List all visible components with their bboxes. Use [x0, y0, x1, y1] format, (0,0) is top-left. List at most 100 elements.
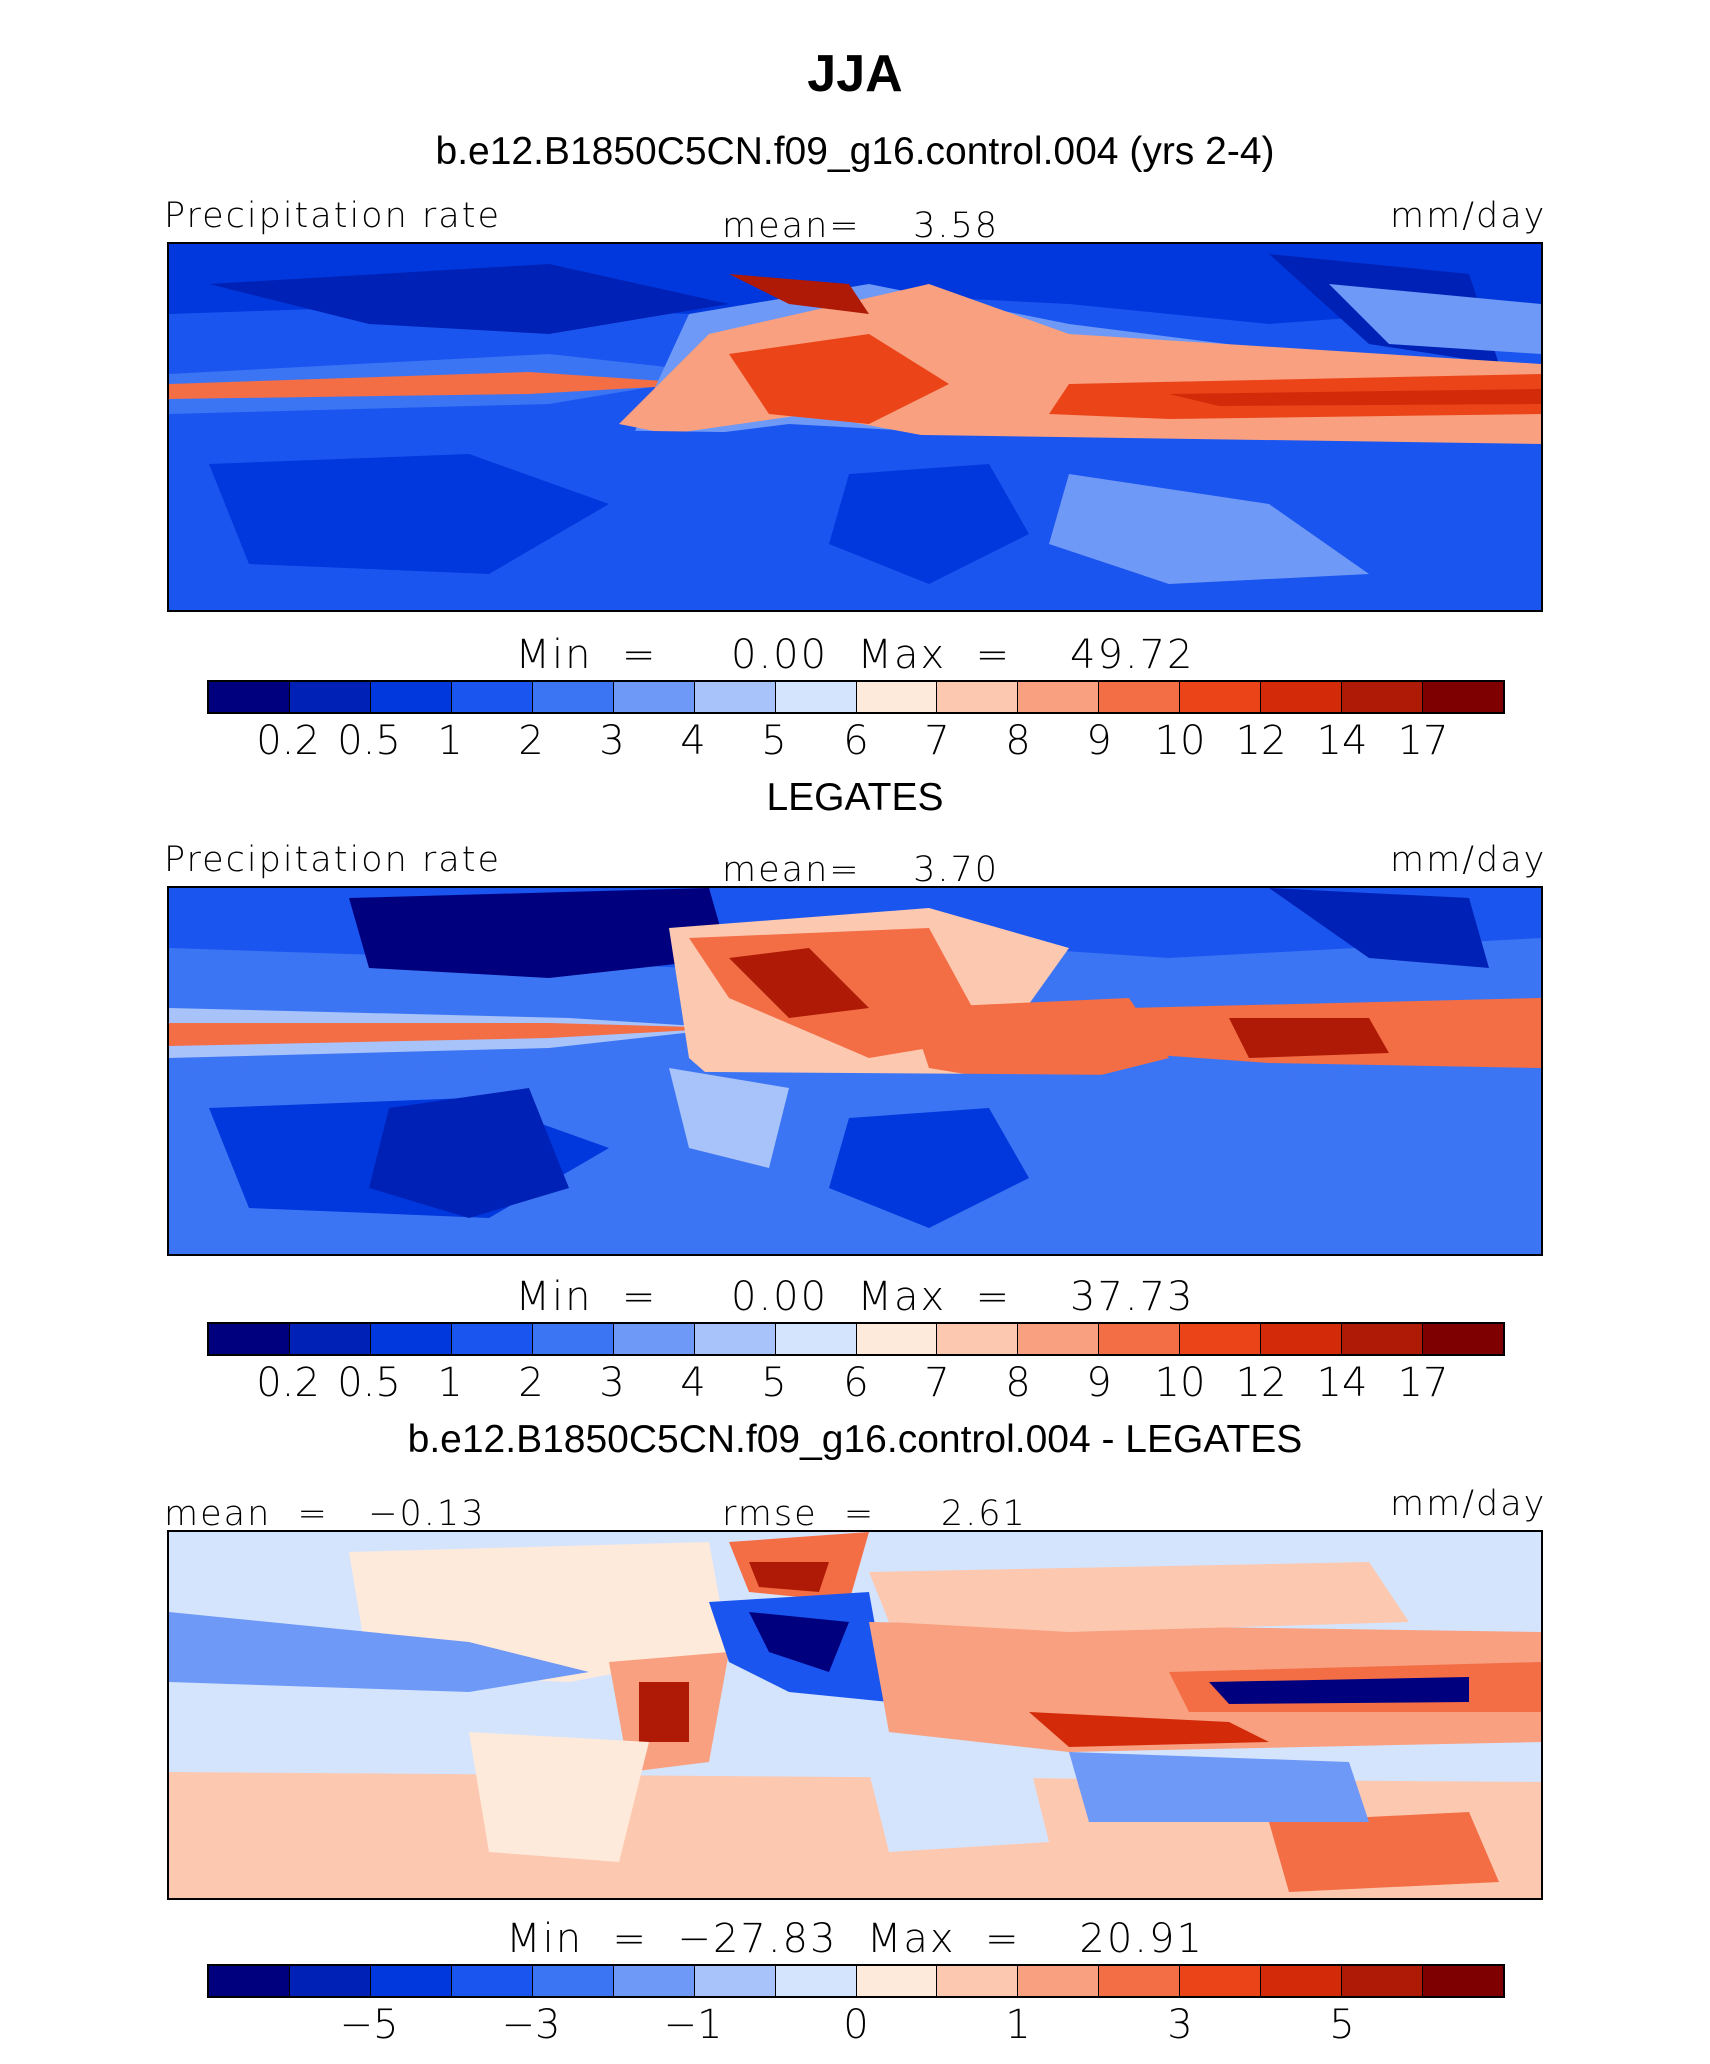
panel-1-units-label: mm/day [1390, 196, 1547, 236]
colorbar-box [1099, 682, 1181, 712]
colorbar-box [694, 1324, 776, 1354]
colorbar-box [694, 682, 776, 712]
colorbar-box [370, 1966, 452, 1996]
colorbar-box [532, 1324, 614, 1354]
colorbar-box [1018, 1324, 1100, 1354]
colorbar-box [209, 682, 290, 712]
colorbar-box [937, 1324, 1019, 1354]
colorbar-box [1261, 1324, 1343, 1354]
colorbar-tick-label: 10 [1154, 718, 1206, 764]
panel-1-colorbar-ticks: 0.2 0.5 1 2 3 4 5 6 7 8 9 10 12 14 17 [0, 718, 1710, 764]
colorbar-box [209, 1324, 290, 1354]
colorbar-tick-label: 0.2 [256, 1360, 320, 1406]
colorbar-tick-label: 0.5 [337, 1360, 401, 1406]
panel-3-units-label: mm/day [1390, 1484, 1547, 1524]
colorbar-box [1342, 1324, 1424, 1354]
colorbar-box [1180, 1966, 1262, 1996]
colorbar-box [209, 1966, 290, 1996]
panel-3-minmax: Min = −27.83 Max = 20.91 [506, 1916, 1204, 1962]
colorbar-tick-label: 17 [1397, 1360, 1449, 1406]
colorbar-box [1180, 682, 1262, 712]
colorbar-tick-label: −1 [663, 2002, 723, 2048]
colorbar-box [1018, 1966, 1100, 1996]
colorbar-tick-label: 6 [843, 1360, 869, 1406]
colorbar-box [451, 1324, 533, 1354]
colorbar-box [613, 1324, 695, 1354]
panel-2-subtitle: LEGATES [766, 776, 944, 819]
colorbar-box [289, 1324, 371, 1354]
panel-3-map [167, 1530, 1543, 1900]
colorbar-tick-label: 4 [680, 718, 706, 764]
colorbar-tick-label: 0.2 [256, 718, 320, 764]
colorbar-tick-label: 1 [437, 718, 463, 764]
colorbar-tick-label: 14 [1316, 718, 1368, 764]
figure-title: JJA [807, 45, 903, 103]
colorbar-box [613, 1966, 695, 1996]
colorbar-tick-label: 14 [1316, 1360, 1368, 1406]
colorbar-tick-label: 2 [518, 1360, 544, 1406]
colorbar-box [937, 1966, 1019, 1996]
colorbar-tick-label: −5 [339, 2002, 399, 2048]
colorbar-box [1180, 1324, 1262, 1354]
colorbar-box [775, 1966, 857, 1996]
colorbar-tick-label: 3 [599, 1360, 625, 1406]
panel-3-colorbar-ticks: −5 −3 −1 0 1 3 5 [0, 2002, 1710, 2048]
colorbar-tick-label: 5 [761, 1360, 787, 1406]
colorbar-tick-label: 12 [1235, 718, 1287, 764]
colorbar-box [613, 682, 695, 712]
colorbar-tick-label: −3 [501, 2002, 561, 2048]
colorbar-box [1342, 682, 1424, 712]
colorbar-tick-label: 1 [437, 1360, 463, 1406]
colorbar-box [1099, 1966, 1181, 1996]
panel-2-mean-label: mean= 3.70 [722, 850, 1000, 890]
colorbar-tick-label: 2 [518, 718, 544, 764]
panel-2-variable-label: Precipitation rate [164, 840, 501, 880]
colorbar-box [1261, 1966, 1343, 1996]
panel-1-minmax: Min = 0.00 Max = 49.72 [515, 632, 1195, 678]
colorbar-box [937, 682, 1019, 712]
colorbar-tick-label: 7 [924, 718, 950, 764]
colorbar-box [694, 1966, 776, 1996]
panel-2-minmax: Min = 0.00 Max = 37.73 [515, 1274, 1195, 1320]
colorbar-box [1423, 682, 1503, 712]
colorbar-tick-label: 10 [1154, 1360, 1206, 1406]
panel-2-map [167, 886, 1543, 1256]
colorbar-box [856, 1324, 938, 1354]
colorbar-box [1261, 682, 1343, 712]
panel-2-colorbar-ticks: 0.2 0.5 1 2 3 4 5 6 7 8 9 10 12 14 17 [0, 1360, 1710, 1406]
colorbar-tick-label: 0 [843, 2002, 869, 2048]
panel-3-colorbar [207, 1964, 1505, 1998]
panel-3-mean-label: mean = −0.13 [164, 1494, 486, 1534]
colorbar-box [289, 682, 371, 712]
colorbar-tick-label: 4 [680, 1360, 706, 1406]
colorbar-tick-label: 17 [1397, 718, 1449, 764]
colorbar-box [370, 682, 452, 712]
colorbar-tick-label: 8 [1005, 1360, 1031, 1406]
colorbar-tick-label: 9 [1086, 1360, 1112, 1406]
colorbar-box [856, 682, 938, 712]
colorbar-tick-label: 0.5 [337, 718, 401, 764]
colorbar-box [856, 1966, 938, 1996]
colorbar-tick-label: 3 [599, 718, 625, 764]
panel-3-rmse-label: rmse = 2.61 [722, 1494, 1027, 1534]
panel-2-colorbar [207, 1322, 1505, 1356]
colorbar-box [532, 682, 614, 712]
colorbar-box [451, 682, 533, 712]
colorbar-box [532, 1966, 614, 1996]
colorbar-tick-label: 8 [1005, 718, 1031, 764]
colorbar-box [289, 1966, 371, 1996]
colorbar-tick-label: 3 [1167, 2002, 1193, 2048]
panel-1-map [167, 242, 1543, 612]
colorbar-tick-label: 5 [1329, 2002, 1355, 2048]
panel-3-subtitle: b.e12.B1850C5CN.f09_g16.control.004 - LE… [407, 1418, 1303, 1461]
colorbar-box [451, 1966, 533, 1996]
panel-1-colorbar [207, 680, 1505, 714]
colorbar-tick-label: 5 [761, 718, 787, 764]
colorbar-box [1099, 1324, 1181, 1354]
panel-1-variable-label: Precipitation rate [164, 196, 501, 236]
colorbar-box [1342, 1966, 1424, 1996]
colorbar-tick-label: 1 [1005, 2002, 1031, 2048]
panel-2-units-label: mm/day [1390, 840, 1547, 880]
colorbar-box [370, 1324, 452, 1354]
colorbar-box [1423, 1966, 1503, 1996]
